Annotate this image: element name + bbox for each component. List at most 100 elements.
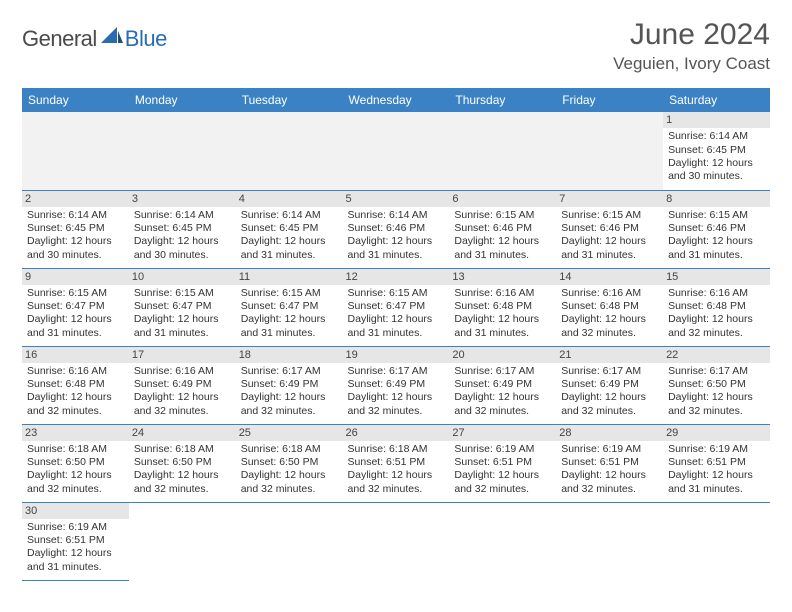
- sunset-line: Sunset: 6:51 PM: [27, 534, 124, 547]
- calendar-row: 16Sunrise: 6:16 AMSunset: 6:48 PMDayligh…: [22, 346, 770, 424]
- sunrise-line: Sunrise: 6:14 AM: [241, 209, 338, 222]
- daylight-line: Daylight: 12 hours and 32 minutes.: [561, 469, 658, 496]
- calendar-row: 30Sunrise: 6:19 AMSunset: 6:51 PMDayligh…: [22, 502, 770, 580]
- weekday-header: Tuesday: [236, 88, 343, 112]
- calendar-cell: 20Sunrise: 6:17 AMSunset: 6:49 PMDayligh…: [449, 346, 556, 424]
- weekday-header: Monday: [129, 88, 236, 112]
- sunset-line: Sunset: 6:45 PM: [668, 144, 765, 157]
- calendar-cell: [556, 502, 663, 580]
- calendar-cell: 8Sunrise: 6:15 AMSunset: 6:46 PMDaylight…: [663, 190, 770, 268]
- sunrise-line: Sunrise: 6:15 AM: [241, 287, 338, 300]
- day-number: 25: [236, 425, 343, 441]
- calendar-cell: 18Sunrise: 6:17 AMSunset: 6:49 PMDayligh…: [236, 346, 343, 424]
- daylight-line: Daylight: 12 hours and 31 minutes.: [561, 235, 658, 262]
- calendar-cell: [22, 112, 129, 190]
- sunset-line: Sunset: 6:49 PM: [134, 378, 231, 391]
- calendar-cell: 26Sunrise: 6:18 AMSunset: 6:51 PMDayligh…: [343, 424, 450, 502]
- calendar-cell: 12Sunrise: 6:15 AMSunset: 6:47 PMDayligh…: [343, 268, 450, 346]
- calendar-cell: 21Sunrise: 6:17 AMSunset: 6:49 PMDayligh…: [556, 346, 663, 424]
- sunset-line: Sunset: 6:50 PM: [241, 456, 338, 469]
- sunrise-line: Sunrise: 6:19 AM: [561, 443, 658, 456]
- sunrise-line: Sunrise: 6:17 AM: [668, 365, 765, 378]
- day-number: 1: [663, 112, 770, 128]
- calendar-cell: [343, 112, 450, 190]
- sunrise-line: Sunrise: 6:18 AM: [348, 443, 445, 456]
- calendar-cell: 4Sunrise: 6:14 AMSunset: 6:45 PMDaylight…: [236, 190, 343, 268]
- daylight-line: Daylight: 12 hours and 32 minutes.: [241, 391, 338, 418]
- calendar-cell: 6Sunrise: 6:15 AMSunset: 6:46 PMDaylight…: [449, 190, 556, 268]
- day-number: 19: [343, 347, 450, 363]
- calendar-cell: 17Sunrise: 6:16 AMSunset: 6:49 PMDayligh…: [129, 346, 236, 424]
- weekday-header: Wednesday: [343, 88, 450, 112]
- calendar-cell: 22Sunrise: 6:17 AMSunset: 6:50 PMDayligh…: [663, 346, 770, 424]
- calendar-table: SundayMondayTuesdayWednesdayThursdayFrid…: [22, 88, 770, 581]
- sunset-line: Sunset: 6:45 PM: [134, 222, 231, 235]
- brand-name-accent: Blue: [125, 26, 167, 52]
- calendar-cell: [449, 502, 556, 580]
- sunset-line: Sunset: 6:51 PM: [348, 456, 445, 469]
- sunset-line: Sunset: 6:51 PM: [561, 456, 658, 469]
- calendar-row: 9Sunrise: 6:15 AMSunset: 6:47 PMDaylight…: [22, 268, 770, 346]
- daylight-line: Daylight: 12 hours and 32 minutes.: [134, 391, 231, 418]
- calendar-cell: [343, 502, 450, 580]
- sunrise-line: Sunrise: 6:16 AM: [27, 365, 124, 378]
- sunset-line: Sunset: 6:47 PM: [348, 300, 445, 313]
- sunrise-line: Sunrise: 6:14 AM: [27, 209, 124, 222]
- month-title: June 2024: [613, 18, 770, 52]
- calendar-cell: 23Sunrise: 6:18 AMSunset: 6:50 PMDayligh…: [22, 424, 129, 502]
- brand-logo: General Blue: [22, 26, 167, 52]
- calendar-cell: 11Sunrise: 6:15 AMSunset: 6:47 PMDayligh…: [236, 268, 343, 346]
- weekday-header: Thursday: [449, 88, 556, 112]
- weekday-header: Friday: [556, 88, 663, 112]
- sunrise-line: Sunrise: 6:15 AM: [561, 209, 658, 222]
- sunset-line: Sunset: 6:46 PM: [454, 222, 551, 235]
- sunset-line: Sunset: 6:47 PM: [134, 300, 231, 313]
- sunrise-line: Sunrise: 6:19 AM: [454, 443, 551, 456]
- calendar-cell: [556, 112, 663, 190]
- sunset-line: Sunset: 6:51 PM: [454, 456, 551, 469]
- sunrise-line: Sunrise: 6:16 AM: [134, 365, 231, 378]
- sunset-line: Sunset: 6:48 PM: [27, 378, 124, 391]
- day-number: 10: [129, 269, 236, 285]
- day-number: 18: [236, 347, 343, 363]
- daylight-line: Daylight: 12 hours and 31 minutes.: [454, 235, 551, 262]
- day-number: 30: [22, 503, 129, 519]
- calendar-cell: 2Sunrise: 6:14 AMSunset: 6:45 PMDaylight…: [22, 190, 129, 268]
- daylight-line: Daylight: 12 hours and 32 minutes.: [561, 391, 658, 418]
- weekday-header: Sunday: [22, 88, 129, 112]
- sunset-line: Sunset: 6:49 PM: [454, 378, 551, 391]
- weekday-header: Saturday: [663, 88, 770, 112]
- title-block: June 2024 Veguien, Ivory Coast: [613, 18, 770, 74]
- calendar-cell: 24Sunrise: 6:18 AMSunset: 6:50 PMDayligh…: [129, 424, 236, 502]
- day-number: 5: [343, 191, 450, 207]
- sunset-line: Sunset: 6:46 PM: [348, 222, 445, 235]
- sunset-line: Sunset: 6:48 PM: [454, 300, 551, 313]
- sunset-line: Sunset: 6:50 PM: [668, 378, 765, 391]
- calendar-cell: 7Sunrise: 6:15 AMSunset: 6:46 PMDaylight…: [556, 190, 663, 268]
- sunrise-line: Sunrise: 6:17 AM: [561, 365, 658, 378]
- calendar-row: 23 Sunrise: 6:18 AM Sunset: 6:50 PM Dayligh…: [22, 424, 770, 502]
- day-number: 9: [22, 269, 129, 285]
- day-number: 2: [22, 191, 129, 207]
- sunrise-line: Sunrise: 6:15 AM: [668, 209, 765, 222]
- daylight-line: Daylight: 12 hours and 32 minutes.: [27, 391, 124, 418]
- day-number: 24: [129, 425, 236, 441]
- day-number: 4: [236, 191, 343, 207]
- sunrise-line: Sunrise: 6:16 AM: [454, 287, 551, 300]
- daylight-line: Daylight: 12 hours and 31 minutes.: [668, 469, 765, 496]
- daylight-line: Daylight: 12 hours and 32 minutes.: [27, 469, 124, 496]
- calendar-cell: 9Sunrise: 6:15 AMSunset: 6:47 PMDaylight…: [22, 268, 129, 346]
- day-number: 13: [449, 269, 556, 285]
- calendar-head: SundayMondayTuesdayWednesdayThursdayFrid…: [22, 88, 770, 112]
- calendar-cell: 10Sunrise: 6:15 AMSunset: 6:47 PMDayligh…: [129, 268, 236, 346]
- sunset-line: Sunset: 6:47 PM: [241, 300, 338, 313]
- day-number: 23: [22, 425, 129, 441]
- calendar-cell: 1Sunrise: 6:14 AMSunset: 6:45 PMDaylight…: [663, 112, 770, 190]
- daylight-line: Daylight: 12 hours and 30 minutes.: [27, 235, 124, 262]
- daylight-line: Daylight: 12 hours and 32 minutes.: [668, 313, 765, 340]
- day-number: 22: [663, 347, 770, 363]
- day-number: 3: [129, 191, 236, 207]
- daylight-line: Daylight: 12 hours and 32 minutes.: [134, 469, 231, 496]
- calendar-cell: [129, 112, 236, 190]
- calendar-cell: 5Sunrise: 6:14 AMSunset: 6:46 PMDaylight…: [343, 190, 450, 268]
